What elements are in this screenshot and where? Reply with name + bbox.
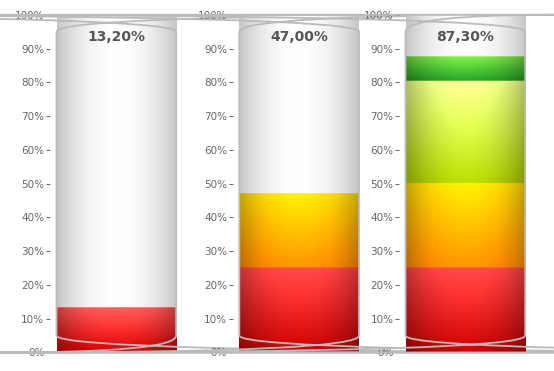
- Text: 87,30%: 87,30%: [437, 30, 494, 44]
- Text: 13,20%: 13,20%: [88, 30, 145, 44]
- Text: 47,00%: 47,00%: [270, 30, 328, 44]
